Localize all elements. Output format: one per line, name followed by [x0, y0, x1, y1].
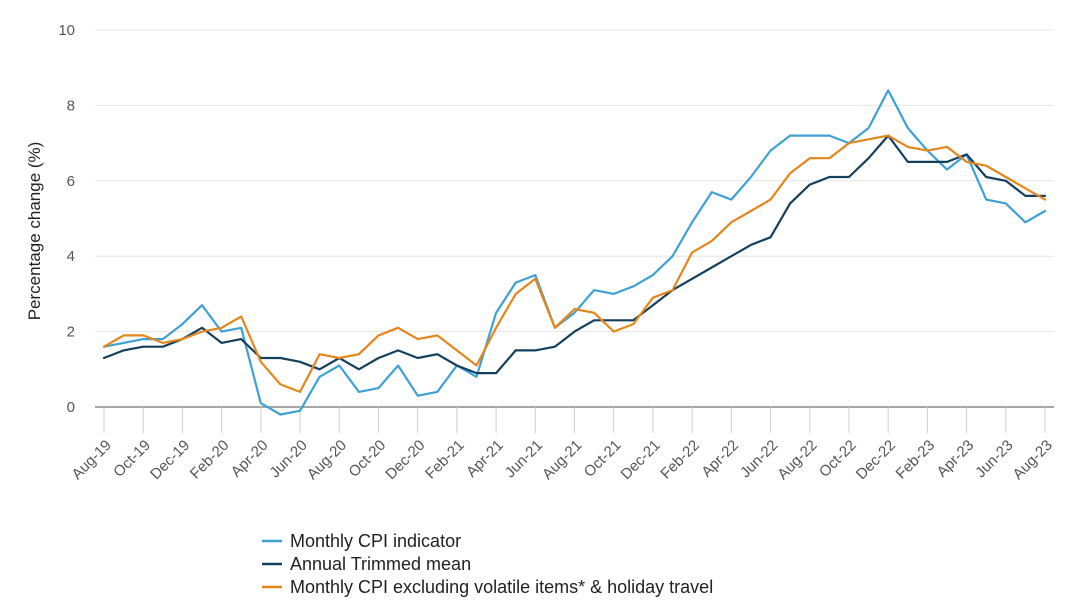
x-tick-label: Dec-19	[147, 437, 193, 483]
y-tick-label: 0	[67, 399, 75, 416]
x-tick-label: Feb-23	[893, 437, 939, 483]
series-line-3	[102, 134, 1047, 393]
y-axis-title: Percentage change (%)	[25, 142, 44, 321]
legend-label: Monthly CPI excluding volatile items* & …	[290, 577, 713, 597]
y-tick-label: 8	[67, 97, 75, 114]
x-tick-label: Aug-20	[304, 437, 350, 483]
x-axis-ticks: Aug-19Oct-19Dec-19Feb-20Apr-20Jun-20Aug-…	[69, 407, 1056, 483]
x-tick-label: Aug-21	[539, 437, 585, 483]
x-tick-label: Apr-23	[934, 437, 978, 481]
x-tick-label: Jun-22	[737, 437, 781, 481]
x-tick-label: Dec-21	[618, 437, 664, 483]
y-tick-label: 2	[67, 324, 75, 341]
x-tick-label: Feb-21	[422, 437, 468, 483]
y-tick-label: 6	[67, 173, 75, 190]
legend: Monthly CPI indicator Annual Trimmed mean…	[262, 531, 713, 597]
x-tick-label: Apr-21	[463, 437, 507, 481]
y-tick-label: 4	[67, 248, 75, 265]
x-tick-label: Jun-21	[502, 437, 546, 481]
x-tick-label: Apr-22	[698, 437, 742, 481]
x-tick-label: Jun-23	[972, 437, 1016, 481]
legend-label: Monthly CPI indicator	[290, 531, 461, 551]
x-tick-label: Aug-19	[69, 437, 115, 483]
series-line-2	[102, 134, 1047, 375]
x-tick-label: Dec-20	[382, 437, 428, 483]
x-tick-label: Apr-20	[228, 437, 272, 481]
y-axis-ticks: 0 2 4 6 8 10	[58, 22, 75, 416]
x-tick-label: Dec-22	[853, 437, 899, 483]
x-tick-label: Oct-21	[581, 437, 625, 481]
legend-label: Annual Trimmed mean	[290, 554, 471, 574]
x-tick-label: Oct-20	[345, 437, 389, 481]
series-line-1	[102, 89, 1047, 416]
series-lines	[102, 89, 1047, 416]
x-tick-label: Jun-20	[266, 437, 310, 481]
x-tick-label: Aug-23	[1010, 437, 1056, 483]
x-tick-label: Aug-22	[774, 437, 820, 483]
x-tick-label: Oct-19	[110, 437, 154, 481]
x-tick-label: Feb-20	[187, 437, 233, 483]
x-tick-label: Feb-22	[657, 437, 703, 483]
x-tick-label: Oct-22	[816, 437, 860, 481]
y-tick-label: 10	[58, 22, 75, 39]
gridlines	[95, 29, 1054, 408]
